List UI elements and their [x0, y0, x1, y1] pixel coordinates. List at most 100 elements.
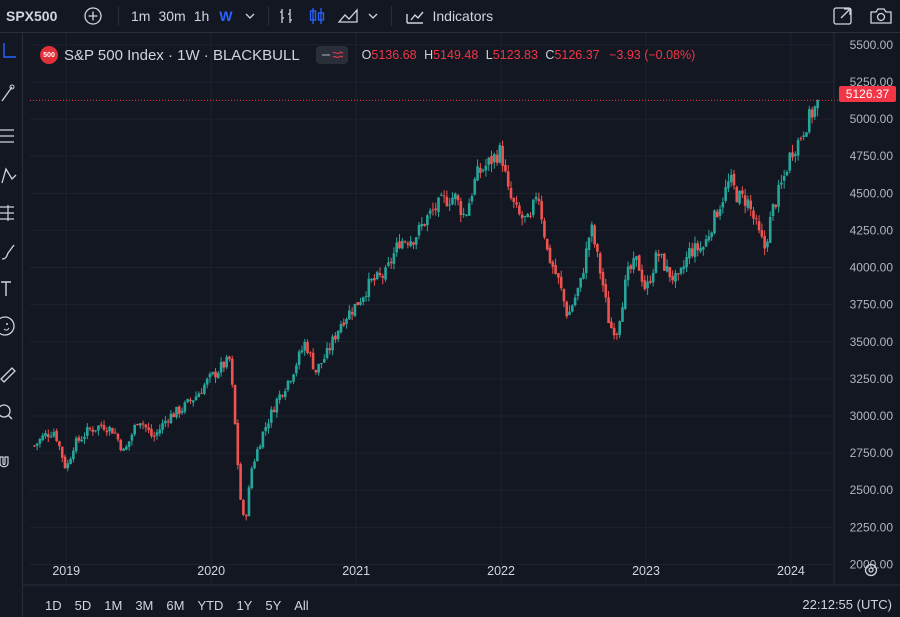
tf-1m[interactable]: 1m	[131, 0, 150, 32]
candle-body	[484, 165, 488, 171]
candle-body	[688, 248, 691, 259]
candle-body	[88, 428, 92, 430]
tf-w[interactable]: W	[219, 0, 232, 32]
range-all[interactable]: All	[294, 597, 309, 613]
candles-icon	[310, 8, 325, 24]
chart-grid	[30, 33, 834, 585]
compare-button[interactable]	[76, 0, 110, 32]
candle-body	[250, 468, 254, 489]
candle-body	[453, 193, 457, 199]
candle-body	[52, 432, 56, 437]
candle-body	[125, 446, 128, 450]
range-1d[interactable]: 1D	[45, 597, 62, 613]
candle-body	[743, 195, 747, 206]
bars-style-button[interactable]	[277, 0, 297, 32]
tf-30m[interactable]: 30m	[158, 0, 185, 32]
candle-body	[785, 171, 789, 176]
tf-1h[interactable]: 1h	[194, 0, 210, 32]
high-key: H	[424, 48, 434, 62]
candle-body	[791, 152, 794, 158]
snapshot-button[interactable]	[869, 0, 893, 32]
candle-body	[660, 254, 663, 256]
candle-body	[481, 169, 485, 172]
candle-body	[345, 319, 348, 324]
chart-type-dropdown[interactable]	[367, 0, 379, 32]
candle-body	[754, 218, 758, 220]
price-tick-label: 2250.00	[850, 520, 894, 534]
candle-body	[590, 224, 594, 237]
time-axis[interactable]: 2019 2020 2021 2022 2023 2024	[23, 564, 900, 586]
candle-body	[621, 307, 624, 322]
candle-body	[813, 106, 817, 117]
symbol-search[interactable]: SPX500	[0, 0, 76, 32]
candle-body	[749, 200, 753, 210]
indicators-button[interactable]: Indicators	[404, 0, 493, 32]
fullscreen-button[interactable]	[832, 0, 854, 32]
candle-body	[796, 139, 800, 156]
close-key: C	[545, 48, 555, 62]
candle-body	[161, 423, 164, 430]
range-3m[interactable]: 3M	[135, 597, 154, 613]
ruler-icon[interactable]	[0, 363, 22, 385]
candle-body	[512, 197, 516, 202]
candle-body	[205, 378, 209, 385]
prediction-icon[interactable]	[0, 203, 22, 225]
text-tool-icon[interactable]	[0, 278, 22, 300]
candle-body	[127, 441, 131, 447]
timeframe-dropdown[interactable]	[244, 0, 256, 32]
candle-body	[219, 362, 223, 373]
range-5d[interactable]: 5D	[74, 597, 92, 613]
brush-icon[interactable]	[0, 241, 22, 263]
time-tick-label: 2021	[342, 564, 370, 578]
candle-body	[180, 410, 184, 413]
fullscreen-icon	[833, 7, 852, 25]
range-5y[interactable]: 5Y	[265, 597, 282, 613]
change-value: −3.93 (−0.08%)	[609, 48, 696, 62]
candle-body	[799, 138, 803, 140]
candle-body	[339, 324, 343, 333]
zoom-in-icon[interactable]	[0, 401, 22, 423]
candle-body	[504, 164, 507, 172]
range-1y[interactable]: 1Y	[236, 597, 253, 613]
pattern-icon[interactable]	[0, 165, 22, 187]
candle-body	[462, 213, 465, 215]
candle-body	[565, 301, 569, 317]
crosshair-icon[interactable]	[0, 41, 22, 63]
candle-body	[144, 424, 148, 428]
candle-body	[596, 244, 599, 252]
price-tick-label: 3750.00	[850, 298, 894, 312]
candle-body	[356, 302, 359, 306]
candle-body	[320, 363, 323, 365]
price-axis[interactable]: 2000.002250.002500.002750.003000.003250.…	[833, 33, 894, 585]
legend-toggle[interactable]	[315, 46, 348, 64]
candles-style-button[interactable]	[307, 0, 327, 32]
candle-body	[526, 213, 530, 218]
utc-clock[interactable]: 22:12:55 (UTC)	[802, 597, 892, 612]
candle-body	[534, 196, 538, 200]
emoji-icon[interactable]	[0, 315, 22, 337]
candle-body	[99, 424, 103, 426]
price-tick-label: 5250.00	[850, 75, 894, 89]
candle-body	[387, 262, 390, 266]
range-1m[interactable]: 1M	[104, 597, 123, 613]
magnet-icon[interactable]	[0, 451, 22, 473]
candle-body	[657, 254, 661, 257]
area-style-button[interactable]	[337, 0, 359, 32]
candle-body	[668, 267, 672, 278]
candle-body	[242, 499, 245, 515]
tf-1h-label: 1h	[193, 8, 210, 24]
candle-body	[136, 423, 139, 426]
series-title[interactable]: S&P 500 Index · 1W · BLACKBULL	[64, 46, 300, 64]
candle-body	[72, 450, 75, 460]
fib-icon[interactable]	[0, 125, 22, 147]
candle-body	[389, 261, 393, 264]
trend-line-icon[interactable]	[0, 83, 22, 105]
candle-body	[336, 330, 340, 339]
range-6m[interactable]: 6M	[166, 597, 185, 613]
settings-gear-icon[interactable]	[863, 562, 879, 578]
candle-body	[203, 384, 206, 394]
plus-circle-icon	[84, 7, 102, 25]
range-ytd[interactable]: YTD	[197, 597, 224, 613]
candle-body	[431, 209, 435, 211]
